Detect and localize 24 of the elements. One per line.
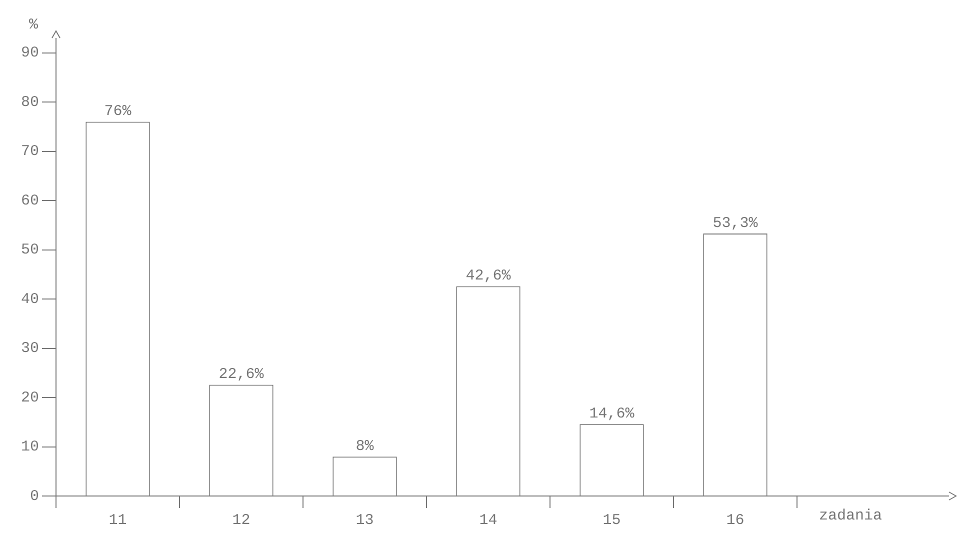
x-tick-label: 11 bbox=[108, 512, 127, 529]
y-tick-label: 0 bbox=[30, 488, 40, 505]
data-label: 53,3% bbox=[712, 214, 759, 232]
y-tick-label: 50 bbox=[20, 242, 40, 259]
x-tick-label: 15 bbox=[602, 512, 621, 529]
data-label: 76% bbox=[104, 103, 132, 120]
x-tick-label: 13 bbox=[356, 512, 374, 529]
y-tick-label: 70 bbox=[20, 143, 40, 160]
y-tick-label: 30 bbox=[20, 340, 40, 358]
data-label: 14,6% bbox=[589, 406, 636, 423]
x-tick-label: 14 bbox=[479, 512, 498, 529]
x-tick-label: 16 bbox=[726, 512, 744, 529]
x-axis-title: zadania bbox=[819, 507, 882, 524]
y-tick-label: 10 bbox=[20, 438, 40, 456]
y-tick-label: 60 bbox=[20, 192, 40, 210]
y-tick-label: 80 bbox=[20, 94, 40, 111]
x-tick-label: 12 bbox=[232, 512, 250, 529]
y-tick-label: 20 bbox=[20, 389, 40, 406]
y-tick-label: 90 bbox=[20, 44, 40, 62]
y-axis-title: % bbox=[28, 16, 39, 34]
data-label: 42,6% bbox=[466, 268, 512, 285]
data-label: 8% bbox=[356, 438, 375, 456]
data-label: 22,6% bbox=[218, 366, 265, 384]
y-tick-label: 40 bbox=[20, 290, 40, 308]
